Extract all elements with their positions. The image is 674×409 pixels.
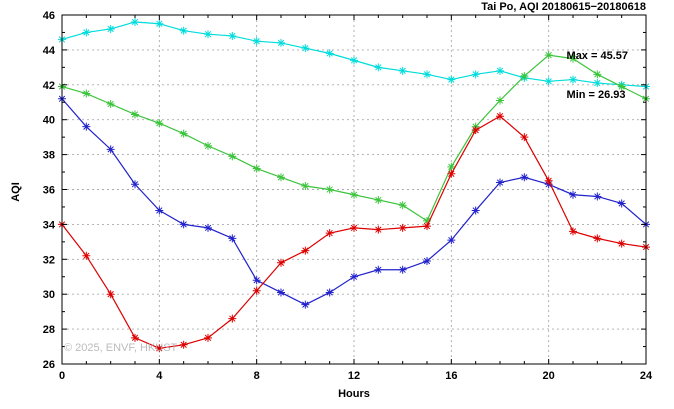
svg-text:28: 28 [43, 324, 55, 336]
svg-text:16: 16 [445, 370, 457, 382]
max-annotation: Max = 45.57 [566, 50, 628, 62]
x-axis-label: Hours [338, 388, 370, 400]
svg-text:42: 42 [43, 80, 55, 92]
svg-text:24: 24 [640, 370, 653, 382]
svg-text:34: 34 [43, 219, 56, 231]
chart-title: Tai Po, AQI 20180615−20180618 [481, 1, 646, 13]
max-min-annotation: Max = 45.57 Min = 26.93 [567, 24, 628, 128]
svg-text:4: 4 [156, 370, 163, 382]
svg-text:0: 0 [59, 370, 65, 382]
min-annotation: Min = 26.93 [566, 89, 626, 101]
svg-text:20: 20 [543, 370, 555, 382]
svg-text:26: 26 [43, 359, 55, 371]
svg-text:44: 44 [43, 45, 56, 57]
svg-text:40: 40 [43, 115, 55, 127]
watermark: © 2025, ENVF, HKUST [64, 342, 178, 354]
y-axis-label: AQI [10, 182, 22, 202]
svg-text:36: 36 [43, 185, 55, 197]
svg-text:8: 8 [254, 370, 260, 382]
svg-text:32: 32 [43, 254, 55, 266]
svg-text:30: 30 [43, 289, 55, 301]
svg-text:46: 46 [43, 10, 55, 22]
svg-text:38: 38 [43, 150, 55, 162]
svg-text:12: 12 [348, 370, 360, 382]
